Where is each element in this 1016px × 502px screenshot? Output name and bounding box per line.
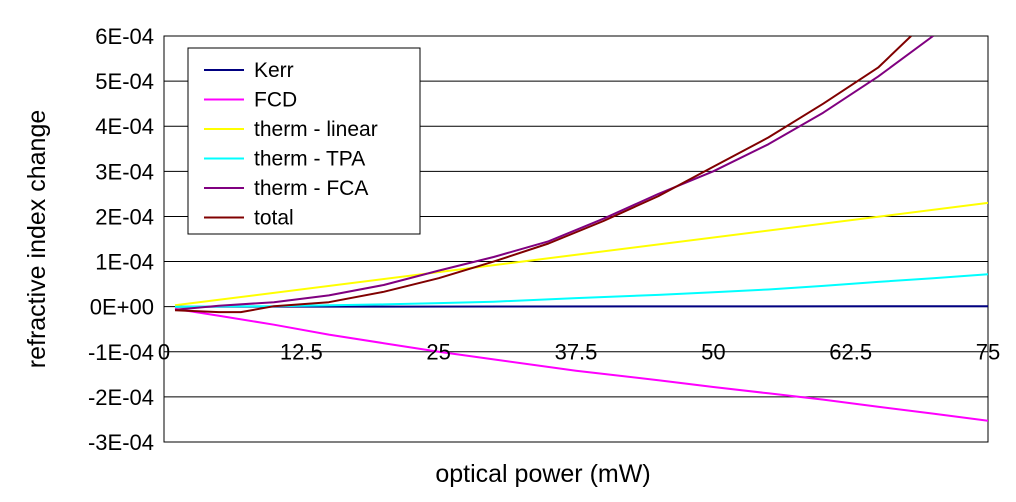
- x-tick-label: 50: [701, 340, 725, 365]
- y-tick-label: 4E-04: [95, 114, 154, 139]
- y-axis-title: refractive index change: [23, 110, 51, 368]
- legend-label: total: [254, 207, 294, 230]
- series-line-therm-tpa: [174, 273, 988, 308]
- x-tick-label: 25: [426, 340, 450, 365]
- legend-label: Kerr: [254, 59, 294, 82]
- series-line-total: [174, 36, 912, 314]
- y-tick-label: 3E-04: [95, 159, 154, 184]
- y-tick-label: 1E-04: [95, 250, 154, 275]
- legend-label: therm - linear: [254, 118, 378, 141]
- legend-box: [187, 47, 421, 235]
- x-axis-tick-labels: 0 12.5 25 37.5 50 62.5 75: [158, 340, 1000, 365]
- y-tick-label: -3E-04: [88, 430, 154, 455]
- y-tick-label: 5E-04: [95, 69, 154, 94]
- x-tick-label: 0: [158, 340, 170, 365]
- series-line-kerr: [174, 305, 988, 308]
- y-axis-tick-labels: 6E-04 5E-04 4E-04 3E-04 2E-04 1E-04 0E+00 -1E-0…: [88, 24, 154, 455]
- series-line-fcd: [174, 307, 988, 422]
- legend-label: therm - FCA: [254, 177, 368, 200]
- legend-label: FCD: [254, 89, 297, 112]
- x-axis-title: optical power (mW): [435, 460, 650, 488]
- y-tick-label: 2E-04: [95, 204, 154, 229]
- y-tick-label: -1E-04: [88, 340, 154, 365]
- x-tick-label: 75: [976, 340, 1000, 365]
- legend-label: therm - TPA: [254, 148, 365, 171]
- series-line-therm-linear: [174, 201, 988, 307]
- legend: Kerr FCD therm - linear therm - TPA therm - …: [187, 47, 421, 235]
- y-tick-label: -2E-04: [88, 385, 154, 410]
- x-tick-label: 62.5: [829, 340, 872, 365]
- x-tick-label: 12.5: [280, 340, 323, 365]
- series-line-therm-fca: [174, 36, 934, 311]
- y-tick-label: 0E+00: [90, 295, 154, 320]
- series-layer: [174, 36, 988, 422]
- y-tick-label: 6E-04: [95, 24, 154, 49]
- x-tick-label: 37.5: [555, 340, 598, 365]
